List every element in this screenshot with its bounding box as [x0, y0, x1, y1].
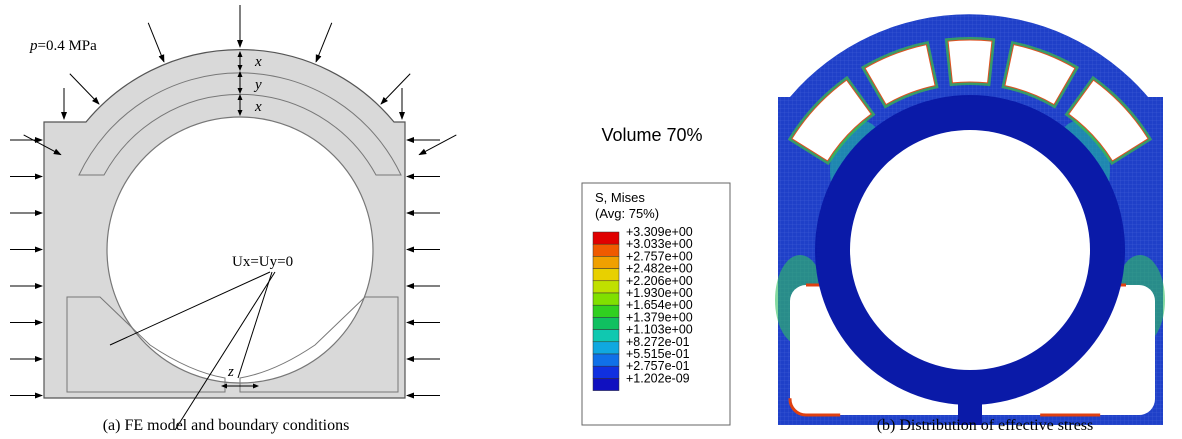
hole [850, 130, 1090, 370]
load-arrow [315, 22, 333, 63]
pressure-symbol: p [29, 38, 38, 54]
caption: (a) FE model and boundary conditions [103, 417, 350, 434]
upper-openings [787, 37, 1153, 166]
load-arrow [23, 134, 62, 156]
legend-level: +1.379e+00 [626, 310, 693, 324]
legend-level: +1.103e+00 [626, 323, 693, 337]
legend-level: +1.930e+00 [626, 286, 693, 300]
legend-title: S, Mises [595, 190, 645, 205]
legend-swatch [592, 353, 620, 367]
opening [864, 43, 936, 106]
leader [237, 271, 273, 379]
legend-swatch [592, 341, 620, 355]
panel-title: Volume 70% [601, 125, 702, 145]
opening [791, 79, 872, 162]
legend-swatch [592, 268, 620, 282]
legend-swatch [592, 280, 620, 294]
legend: +3.309e+00+3.033e+00+2.757e+00+2.482e+00… [592, 225, 693, 391]
legend-level: +2.757e+00 [626, 249, 693, 263]
legend-subtitle: (Avg: 75%) [595, 206, 659, 221]
legend-level: +3.309e+00 [626, 225, 693, 239]
legend-swatch [592, 243, 620, 257]
legend-swatch [592, 329, 620, 343]
load-arrow [147, 22, 165, 63]
legend-level: +8.272e-01 [626, 335, 690, 349]
legend-level: +2.757e-01 [626, 359, 690, 373]
leader [174, 271, 276, 431]
load-arrow [69, 73, 100, 105]
dim-label: z [227, 364, 234, 380]
stem [958, 395, 982, 425]
fe-model: p=0.4 MPa x y x z Ux=Uy=0 (a) FE model a… [10, 5, 457, 434]
stress-contour: Volume 70% S, Mises (Avg: 75%) +3.309e+0… [581, 14, 1165, 434]
dim-label: x [254, 54, 262, 70]
legend-swatch [592, 256, 620, 269]
lower-right-slot [239, 296, 399, 393]
upper-slot [78, 72, 402, 176]
dim-label: y [253, 77, 262, 93]
opening [1068, 79, 1149, 162]
opening [947, 39, 993, 84]
legend-swatch [592, 378, 620, 391]
opening [1004, 43, 1076, 106]
legend-swatch [592, 292, 620, 306]
legend-level: +5.515e-01 [626, 347, 690, 361]
lower-left-slot [66, 296, 226, 393]
legend-swatch [592, 365, 620, 379]
pressure-value: =0.4 MPa [38, 38, 98, 54]
legend-swatch [592, 317, 620, 330]
legend-level: +3.033e+00 [626, 237, 693, 251]
load-arrow [418, 134, 457, 156]
support-label: Ux=Uy=0 [232, 254, 293, 270]
legend-swatch [592, 231, 620, 245]
load-arrow [380, 73, 411, 105]
leader [109, 271, 271, 346]
legend-level: +1.202e-09 [626, 371, 690, 385]
legend-level: +1.654e+00 [626, 298, 693, 312]
hole [106, 116, 374, 384]
dim-label: x [254, 99, 262, 115]
legend-level: +2.482e+00 [626, 262, 693, 276]
legend-level: +2.206e+00 [626, 274, 693, 288]
pressure-label: p=0.4 MPa [29, 38, 97, 54]
caption: (b) Distribution of effective stress [877, 417, 1094, 434]
legend-swatch [592, 304, 620, 318]
